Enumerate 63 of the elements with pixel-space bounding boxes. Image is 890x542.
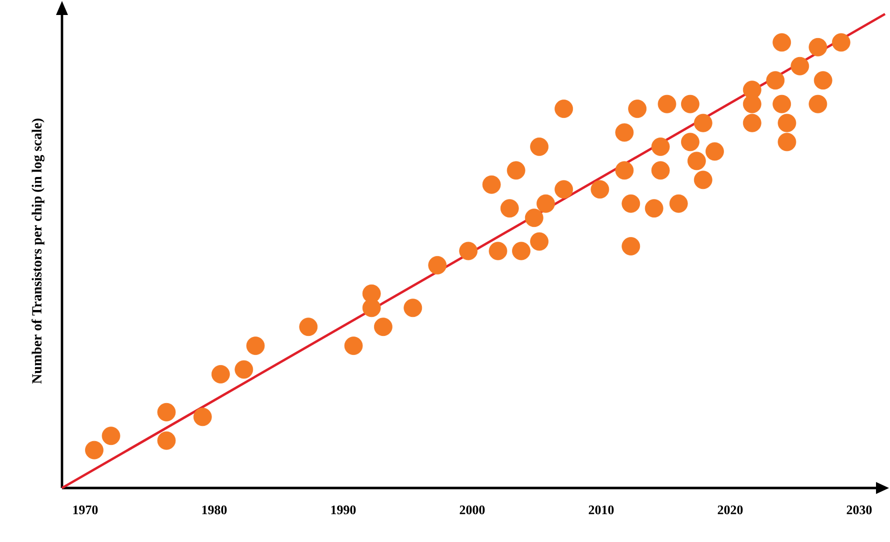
point — [362, 298, 381, 318]
point — [211, 365, 230, 384]
point — [102, 426, 120, 446]
x-tick-label: 2020 — [718, 506, 743, 514]
point — [808, 94, 828, 114]
x-tick-label: 1990 — [331, 506, 356, 514]
point — [669, 194, 688, 213]
point — [622, 237, 640, 256]
point — [428, 256, 447, 274]
x-tick-label: 2010 — [588, 506, 614, 514]
point — [615, 123, 634, 142]
point — [85, 440, 104, 460]
point — [694, 114, 712, 132]
point — [500, 199, 519, 218]
point — [506, 161, 526, 180]
point — [530, 232, 548, 251]
point — [536, 194, 555, 213]
point — [814, 71, 832, 90]
point — [808, 38, 828, 56]
point — [742, 94, 762, 114]
point — [246, 336, 265, 355]
point — [681, 132, 700, 152]
point — [590, 180, 610, 199]
point — [157, 402, 176, 422]
point — [157, 431, 176, 450]
point — [687, 152, 706, 170]
point — [482, 175, 501, 194]
point — [234, 360, 254, 379]
point — [644, 199, 664, 218]
point — [694, 170, 712, 190]
point — [299, 318, 318, 336]
x-tick-label: 2000 — [460, 506, 485, 514]
y-axis-title: Number of Transistors per chip (in log scale) — [32, 118, 44, 384]
point — [651, 161, 670, 180]
point — [778, 132, 796, 152]
point — [778, 114, 796, 132]
point — [706, 142, 724, 161]
point — [832, 33, 850, 52]
point — [554, 180, 573, 199]
point — [512, 242, 530, 260]
point — [790, 56, 810, 76]
x-tick-label: 1970 — [73, 506, 98, 514]
point — [530, 138, 548, 156]
point — [374, 318, 392, 336]
point — [488, 242, 508, 260]
point — [404, 298, 422, 318]
point — [658, 94, 676, 114]
point — [772, 33, 792, 52]
point — [742, 114, 762, 132]
point — [628, 100, 647, 118]
point — [459, 242, 478, 260]
x-tick-label: 2030 — [846, 506, 872, 514]
point — [193, 408, 212, 426]
point — [681, 94, 700, 114]
point — [651, 138, 670, 156]
point — [772, 94, 792, 114]
point — [615, 161, 634, 180]
x-tick-label: 1980 — [202, 506, 227, 514]
point — [622, 194, 640, 213]
point — [554, 100, 573, 118]
point — [344, 336, 363, 355]
point — [524, 208, 544, 228]
point — [766, 71, 785, 90]
